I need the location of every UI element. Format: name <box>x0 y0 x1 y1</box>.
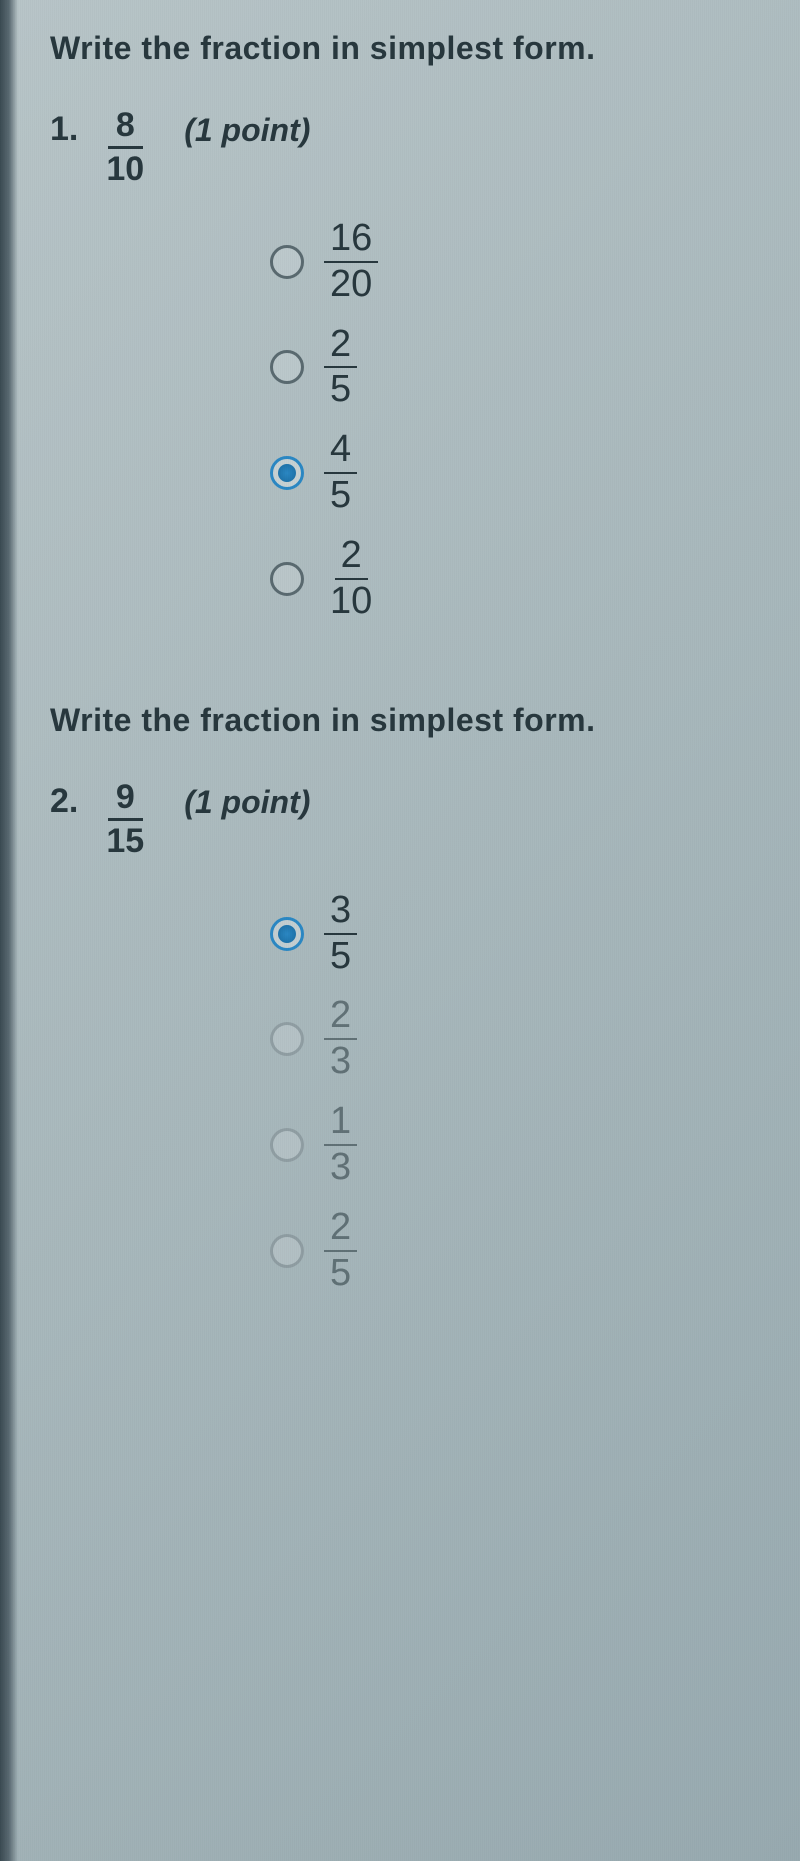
radio-unselected-icon[interactable] <box>270 350 304 384</box>
fraction-den: 10 <box>324 580 378 622</box>
q2-options: 3 5 2 3 1 3 2 5 <box>270 891 760 1294</box>
q2-option-2[interactable]: 1 3 <box>270 1102 760 1188</box>
fraction-num: 3 <box>324 891 357 935</box>
radio-unselected-icon[interactable] <box>270 1128 304 1162</box>
q1-instruction: Write the fraction in simplest form. <box>50 30 760 67</box>
q2-option-0-fraction: 3 5 <box>324 891 357 977</box>
fraction-den: 5 <box>324 368 357 410</box>
q1-option-0-fraction: 16 20 <box>324 219 378 305</box>
fraction-num: 2 <box>324 996 357 1040</box>
q2-option-1[interactable]: 2 3 <box>270 996 760 1082</box>
q1-option-3-fraction: 2 10 <box>324 536 378 622</box>
q2-instruction: Write the fraction in simplest form. <box>50 702 760 739</box>
q1-option-0[interactable]: 16 20 <box>270 219 760 305</box>
fraction-num: 16 <box>324 219 378 263</box>
fraction-num: 1 <box>324 1102 357 1146</box>
q1-points: (1 point) <box>184 107 310 149</box>
fraction-den: 3 <box>324 1146 357 1188</box>
q2-option-0[interactable]: 3 5 <box>270 891 760 977</box>
radio-selected-icon[interactable] <box>270 456 304 490</box>
q1-row: 1. 8 10 (1 point) <box>50 107 760 189</box>
radio-unselected-icon[interactable] <box>270 562 304 596</box>
q2-option-3-fraction: 2 5 <box>324 1208 357 1294</box>
q1-number: 1. <box>50 107 78 146</box>
q2-number: 2. <box>50 779 78 818</box>
q1-fraction-den: 10 <box>98 149 152 188</box>
radio-unselected-icon[interactable] <box>270 1234 304 1268</box>
radio-selected-icon[interactable] <box>270 917 304 951</box>
q2-points: (1 point) <box>184 779 310 821</box>
fraction-den: 20 <box>324 263 378 305</box>
fraction-num: 2 <box>324 1208 357 1252</box>
q2-row: 2. 9 15 (1 point) <box>50 779 760 861</box>
fraction-den: 5 <box>324 935 357 977</box>
quiz-content: Write the fraction in simplest form. 1. … <box>0 0 800 1324</box>
fraction-num: 4 <box>324 430 357 474</box>
q1-option-1[interactable]: 2 5 <box>270 325 760 411</box>
q2-fraction: 9 15 <box>98 779 152 861</box>
q1-fraction: 8 10 <box>98 107 152 189</box>
screen-left-edge <box>0 0 18 1861</box>
fraction-den: 3 <box>324 1040 357 1082</box>
fraction-num: 2 <box>335 536 368 580</box>
fraction-num: 2 <box>324 325 357 369</box>
radio-unselected-icon[interactable] <box>270 245 304 279</box>
q1-options: 16 20 2 5 4 5 2 10 <box>270 219 760 622</box>
fraction-den: 5 <box>324 1252 357 1294</box>
q2-fraction-num: 9 <box>108 779 143 821</box>
fraction-den: 5 <box>324 474 357 516</box>
q2-option-1-fraction: 2 3 <box>324 996 357 1082</box>
q2-option-2-fraction: 1 3 <box>324 1102 357 1188</box>
q2-option-3[interactable]: 2 5 <box>270 1208 760 1294</box>
radio-unselected-icon[interactable] <box>270 1022 304 1056</box>
q1-option-2[interactable]: 4 5 <box>270 430 760 516</box>
q1-option-2-fraction: 4 5 <box>324 430 357 516</box>
q1-option-3[interactable]: 2 10 <box>270 536 760 622</box>
q2-fraction-den: 15 <box>98 821 152 860</box>
q1-fraction-num: 8 <box>108 107 143 149</box>
q1-option-1-fraction: 2 5 <box>324 325 357 411</box>
section-gap <box>50 622 760 702</box>
